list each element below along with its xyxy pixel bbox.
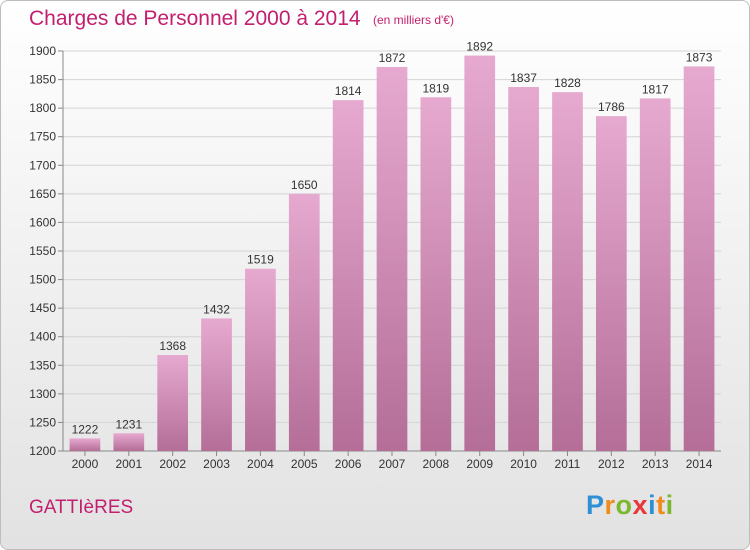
- x-tick-label: 2011: [555, 457, 581, 471]
- bar: [552, 92, 583, 452]
- data-label: 1837: [510, 71, 537, 85]
- y-tick-label: 1600: [29, 215, 56, 229]
- x-tick-label: 2008: [423, 457, 450, 471]
- y-tick-label: 1350: [29, 358, 56, 372]
- x-tick-label: 2010: [510, 457, 537, 471]
- x-tick-label: 2004: [247, 457, 274, 471]
- y-tick-label: 1550: [29, 244, 56, 258]
- y-tick-label: 1900: [29, 44, 56, 58]
- data-label: 1368: [159, 339, 186, 353]
- data-label: 1650: [291, 178, 318, 192]
- x-tick-label: 2013: [642, 457, 669, 471]
- data-label: 1828: [554, 76, 581, 90]
- logo-letter: i: [648, 490, 657, 520]
- x-tick-label: 2001: [115, 457, 142, 471]
- x-tick-label: 2012: [598, 457, 625, 471]
- y-tick-label: 1500: [29, 273, 56, 287]
- x-tick-label: 2006: [335, 457, 362, 471]
- bar: [201, 318, 232, 451]
- y-tick-label: 1200: [29, 444, 56, 458]
- data-label: 1872: [379, 51, 406, 65]
- bar: [376, 67, 408, 451]
- logo-letter: t: [656, 490, 666, 520]
- data-label: 1817: [642, 82, 669, 96]
- y-tick-label: 1300: [29, 387, 56, 401]
- bar: [157, 355, 189, 451]
- bar: [332, 100, 364, 452]
- bars: [69, 55, 715, 452]
- bar: [683, 66, 715, 451]
- y-tick-label: 1250: [29, 415, 56, 429]
- proxiti-logo: Proxiti: [586, 490, 674, 521]
- chart-title: Charges de Personnel 2000 à 2014: [29, 7, 361, 30]
- y-tick-labels: 1200 1250 1300 1350 1400 1450 1500 1550 1600 1650…: [29, 44, 56, 458]
- x-tick-label: 2002: [159, 457, 186, 471]
- x-tick-label: 2009: [466, 457, 493, 471]
- data-label: 1222: [72, 422, 99, 436]
- y-tick-label: 1750: [29, 130, 56, 144]
- y-tick-label: 1450: [29, 301, 56, 315]
- bar: [508, 87, 539, 451]
- data-label: 1814: [335, 84, 362, 98]
- bar: [639, 98, 671, 451]
- data-label: 1231: [115, 417, 142, 431]
- data-label: 1819: [423, 81, 450, 95]
- bar: [464, 55, 496, 451]
- y-tick-label: 1400: [29, 330, 56, 344]
- logo-letter: P: [586, 490, 605, 520]
- x-tick-label: 2000: [72, 457, 99, 471]
- x-tick-label: 2003: [203, 457, 230, 471]
- data-label: 1519: [247, 253, 274, 267]
- logo-letter: i: [665, 490, 674, 520]
- bar: [288, 193, 320, 451]
- y-tick-label: 1800: [29, 101, 56, 115]
- chart-subtitle: (en milliers d'€): [373, 13, 454, 27]
- bar: [113, 433, 145, 451]
- y-tick-label: 1700: [29, 158, 56, 172]
- x-tick-label: 2007: [379, 457, 406, 471]
- logo-letter: r: [604, 490, 616, 520]
- x-tick-labels: 2000 2001 2002 2003 2004 2005 2006 2007 2008 2009…: [72, 451, 713, 471]
- bar: [420, 97, 452, 452]
- x-tick-label: 2014: [686, 457, 713, 471]
- data-label: 1432: [203, 302, 230, 316]
- data-label: 1786: [598, 100, 625, 114]
- commune-name: GATTIèRES: [29, 497, 134, 518]
- bar: [595, 116, 627, 452]
- data-label: 1873: [686, 50, 713, 64]
- y-tick-label: 1850: [29, 73, 56, 87]
- data-label: 1892: [466, 40, 493, 54]
- data-labels: 1222 1231 1368 1432 1519 1650 1814 1872 1819 1892…: [72, 40, 713, 437]
- logo-letter: x: [632, 490, 649, 520]
- y-tick-label: 1650: [29, 187, 56, 201]
- logo-letter: o: [615, 490, 633, 520]
- bar: [69, 438, 101, 451]
- x-tick-label: 2005: [291, 457, 318, 471]
- bar: [245, 268, 276, 451]
